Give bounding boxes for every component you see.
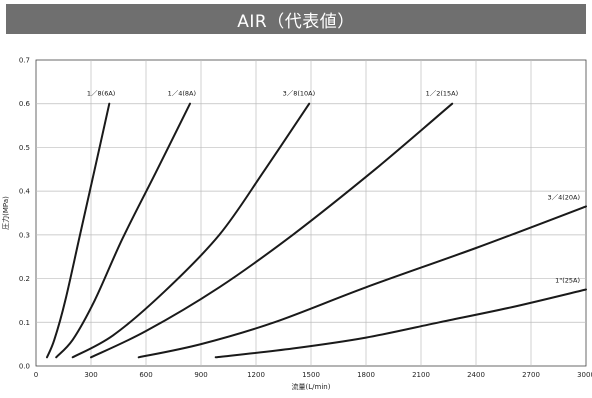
series-line (46, 102, 111, 359)
series-label: 1／2(15A) (426, 90, 459, 98)
y-tick-label: 0.5 (19, 144, 30, 152)
y-tick-label: 0.6 (19, 100, 31, 108)
x-tick-label: 0 (34, 371, 38, 379)
y-axis-label: 圧力(MPa) (1, 196, 10, 230)
x-tick-label: 2400 (467, 371, 485, 379)
y-tick-label: 0.7 (19, 57, 30, 65)
y-tick-label: 0.2 (19, 275, 30, 283)
chart-title: AIR（代表値） (237, 11, 355, 32)
x-axis-label: 流量(L/min) (292, 382, 331, 391)
x-tick-label: 900 (194, 371, 207, 379)
x-tick-label: 1500 (302, 371, 320, 379)
series-label: 1／8(6A) (87, 90, 115, 98)
series-labels: 1／8(6A) 1／4(8A) 3／8(10A) 1／2(15A) 3／4(20A) 1"… (87, 90, 580, 285)
x-tick-label: 300 (84, 371, 97, 379)
series-line (71, 102, 311, 359)
grid (35, 59, 587, 367)
x-tick-label: 1200 (247, 371, 265, 379)
y-tick-label: 0.0 (19, 363, 30, 371)
x-tick-label: 2100 (412, 371, 430, 379)
x-tick-label: 1800 (357, 371, 375, 379)
x-tick-label: 2700 (522, 371, 540, 379)
y-tick-label: 0.4 (19, 188, 31, 196)
series-label: 3／8(10A) (283, 90, 316, 98)
series-label: 3／4(20A) (547, 193, 580, 201)
series-line (55, 102, 191, 359)
series-label: 1／4(8A) (168, 90, 196, 98)
series-line (137, 205, 587, 359)
title-banner: AIR（代表値） (6, 4, 586, 34)
y-tick-label: 0.3 (19, 231, 30, 239)
y-tick-label: 0.1 (19, 319, 30, 327)
series-line (90, 102, 454, 359)
x-tick-label: 600 (139, 371, 152, 379)
series-label: 1"(25A) (555, 277, 580, 285)
series-line (214, 288, 587, 359)
series-lines (46, 102, 587, 359)
